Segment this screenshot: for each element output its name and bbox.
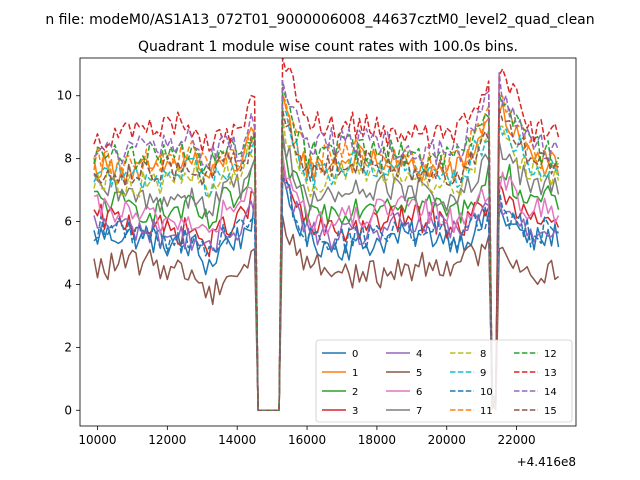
y-axis: 0 2 4 6 8 10 [57, 89, 80, 417]
legend-label-8: 8 [480, 349, 486, 360]
y-tick-label: 0 [64, 403, 72, 417]
legend-label-10: 10 [480, 387, 493, 398]
series-layer [93, 58, 560, 412]
x-tick-label: 22000 [498, 433, 536, 447]
x-tick-label: 18000 [358, 433, 396, 447]
chart-title: Quadrant 1 module wise count rates with … [138, 39, 518, 55]
legend-label-12: 12 [544, 349, 557, 360]
x-axis: 10000 12000 14000 16000 18000 20000 22000 [78, 426, 536, 447]
series-line-15 [93, 108, 560, 412]
series-line-4 [93, 168, 559, 412]
y-tick-label: 10 [57, 89, 72, 103]
legend-label-15: 15 [544, 406, 557, 417]
series-line-11 [93, 93, 560, 412]
x-offset-label: +4.416e8 [517, 455, 576, 469]
y-tick-label: 2 [64, 340, 72, 354]
legend-label-9: 9 [480, 368, 486, 379]
legend-label-1: 1 [352, 368, 358, 379]
series-line-12 [93, 86, 560, 412]
x-tick-label: 14000 [218, 433, 256, 447]
series-line-9 [93, 107, 560, 412]
legend-label-6: 6 [416, 387, 422, 398]
series-line-0 [93, 175, 560, 412]
x-tick-label: 10000 [78, 433, 116, 447]
legend-label-5: 5 [416, 368, 422, 379]
x-tick-label: 20000 [428, 433, 466, 447]
y-tick-label: 6 [64, 215, 72, 229]
legend-label-7: 7 [416, 406, 422, 417]
y-tick-label: 4 [64, 277, 72, 291]
legend-label-14: 14 [544, 387, 557, 398]
legend-label-13: 13 [544, 368, 557, 379]
series-line-8 [93, 113, 560, 412]
legend-label-11: 11 [480, 406, 493, 417]
series-line-10 [93, 177, 559, 412]
series-line-7 [93, 130, 560, 412]
x-tick-label: 12000 [148, 433, 186, 447]
figure-suptitle: n file: modeM0/AS1A13_072T01_9000006008_… [45, 12, 594, 28]
series-line-14 [93, 71, 560, 412]
legend-label-3: 3 [352, 406, 358, 417]
legend-label-4: 4 [416, 349, 422, 360]
legend-label-2: 2 [352, 387, 358, 398]
x-tick-label: 16000 [288, 433, 326, 447]
axes-frame [79, 57, 577, 427]
series-line-6 [93, 153, 560, 412]
series-line-5 [93, 215, 559, 412]
legend-box [315, 339, 573, 423]
legend-label-0: 0 [352, 349, 358, 360]
y-tick-label: 8 [64, 152, 72, 166]
